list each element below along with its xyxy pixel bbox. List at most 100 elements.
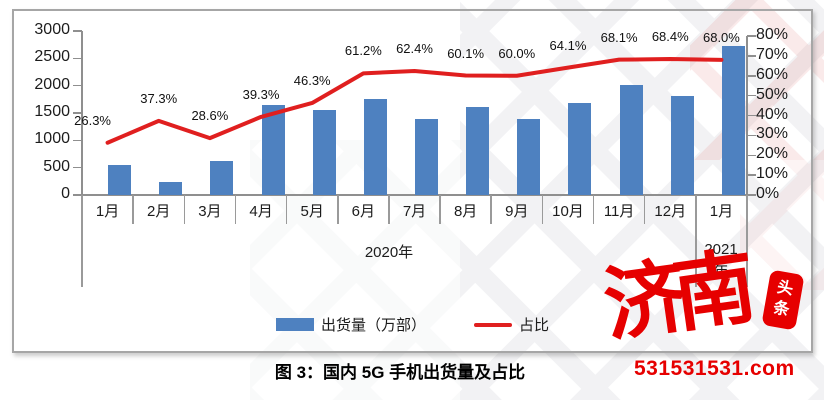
month-label: 7月 [402, 203, 427, 220]
left-axis-tick [73, 84, 82, 87]
month-label: 8月 [453, 203, 478, 220]
left-axis-tick [73, 166, 82, 169]
month-label: 11月 [603, 203, 635, 220]
left-axis-tick [73, 194, 82, 196]
left-axis-tick [73, 112, 82, 114]
month-label: 10月 [552, 203, 584, 220]
category-separator [439, 195, 441, 224]
right-axis-tick [747, 154, 756, 156]
right-axis-tick [747, 174, 756, 176]
jinan-logo: 济南 [598, 239, 751, 355]
right-axis-tick [747, 55, 756, 57]
month-label: 2月 [147, 203, 171, 220]
share-data-label: 64.1% [549, 37, 587, 53]
figure-caption: 图 3：国内 5G 手机出货量及占比 [274, 363, 526, 382]
category-separator [490, 195, 492, 224]
category-separator [643, 195, 646, 224]
right-axis-tick-label: 10% [756, 165, 789, 183]
left-axis-tick-label: 1000 [34, 130, 70, 148]
right-axis-tick-label: 60% [756, 65, 789, 83]
right-axis-tick-label: 70% [756, 45, 789, 63]
bar-6月-5 [363, 99, 387, 195]
share-data-label: 62.4% [396, 40, 433, 56]
x-axis-line [80, 194, 747, 196]
bar-8月-7 [466, 106, 490, 195]
bar-5月-4 [312, 109, 336, 195]
legend-line-swatch [474, 322, 512, 327]
right-axis-tick [747, 134, 756, 137]
share-data-label: 39.3% [242, 86, 280, 102]
left-axis-tick-label: 3000 [34, 21, 70, 38]
category-separator [337, 195, 339, 224]
chart-frame: 3000 2500 2000 1500 1000 500 0 80% 70% 60% 50% 40% 3… [12, 9, 813, 353]
month-label: 3月 [198, 203, 222, 220]
bar-2月-1 [159, 181, 183, 195]
bar-10月-9 [568, 103, 592, 195]
left-axis-tick-label: 0 [61, 185, 70, 202]
right-axis-tick-label: 50% [756, 85, 789, 103]
site-url: 531531531.com [634, 357, 795, 380]
category-separator [388, 195, 390, 224]
category-separator [285, 195, 288, 224]
category-separator [541, 195, 544, 224]
bar-11月-10 [619, 84, 643, 195]
bar-12月-11 [670, 95, 694, 195]
share-data-label: 68.0% [702, 29, 740, 45]
legend: 出货量（万部） 占比 [14, 314, 811, 335]
left-axis-tick [73, 57, 82, 60]
category-separator [132, 195, 134, 224]
month-label: 6月 [351, 203, 376, 220]
bar-7月-6 [415, 118, 438, 195]
left-axis-tick [73, 139, 82, 142]
legend-item-share: 占比 [474, 314, 549, 335]
year-label-2020: 2020年 [364, 244, 414, 261]
category-group-separator [746, 195, 748, 287]
plot-area: 3000 2500 2000 1500 1000 500 0 80% 70% 60% 50% 40% 3… [14, 11, 811, 351]
month-label: 1月 [709, 203, 734, 220]
month-label: 1月 [95, 203, 120, 220]
right-axis-tick [747, 114, 756, 117]
bar-3月-2 [210, 160, 234, 195]
right-axis-tick-label: 20% [756, 145, 789, 163]
category-separator [592, 195, 595, 224]
left-axis-tick-label: 1500 [34, 103, 70, 120]
share-data-label: 37.3% [140, 90, 178, 106]
legend-line-label: 占比 [519, 317, 550, 334]
share-data-label: 26.3% [74, 112, 111, 128]
right-axis-tick [747, 94, 756, 97]
legend-item-shipments: 出货量（万部） [275, 314, 426, 335]
year-label-2021: 2021年 [704, 241, 738, 280]
bar-1月-12 [721, 45, 745, 195]
share-data-label: 68.4% [651, 29, 689, 45]
legend-bar-swatch [275, 318, 314, 331]
left-axis-tick-label: 2500 [34, 48, 70, 66]
month-label: 12月 [654, 203, 687, 220]
legend-bar-label: 出货量（万部） [320, 317, 426, 334]
bar-1月-0 [108, 165, 132, 195]
left-axis-tick-label: 2000 [34, 75, 70, 93]
bar-9月-8 [517, 118, 541, 195]
category-group-separator [81, 195, 83, 287]
share-data-label: 28.6% [191, 108, 229, 124]
right-axis-tick-label: 80% [756, 26, 789, 43]
category-separator [234, 195, 237, 224]
share-data-label: 68.1% [600, 29, 638, 45]
left-axis-line [81, 31, 83, 195]
left-axis-tick-label: 500 [43, 157, 70, 175]
share-data-label: 60.0% [498, 45, 536, 61]
left-axis-tick [73, 30, 82, 32]
share-data-label: 60.1% [447, 45, 485, 61]
category-separator [183, 195, 186, 224]
right-axis-tick [747, 194, 756, 196]
right-axis-tick [747, 35, 756, 37]
month-label: 4月 [249, 203, 273, 220]
right-axis-tick-label: 30% [756, 125, 789, 143]
share-data-label: 61.2% [344, 43, 382, 59]
month-label: 5月 [300, 203, 324, 220]
right-axis-tick-label: 0% [756, 185, 780, 202]
month-label: 9月 [505, 203, 529, 220]
bar-4月-3 [261, 105, 285, 195]
right-axis-tick-label: 40% [756, 105, 789, 123]
share-data-label: 46.3% [293, 72, 331, 88]
